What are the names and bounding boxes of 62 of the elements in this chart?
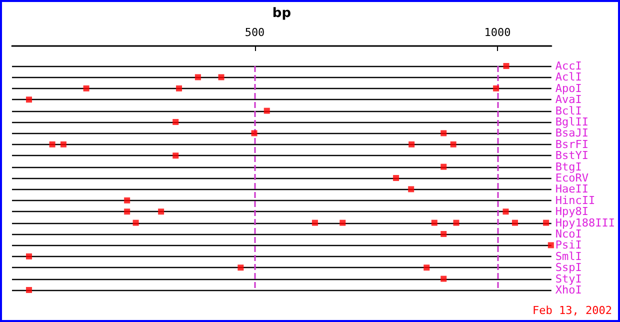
point [453, 220, 460, 226]
x-tick-label: 500 [244, 26, 265, 39]
point [512, 220, 518, 226]
y-tick-label: SspI [555, 261, 582, 274]
y-tick-label: BclI [555, 104, 582, 118]
point [340, 220, 346, 226]
point [450, 141, 456, 148]
x-axis-title: bp [272, 6, 292, 21]
point [218, 74, 224, 80]
point [440, 276, 447, 282]
point [26, 287, 32, 293]
point [124, 197, 130, 204]
y-tick-label: AclI [555, 70, 582, 84]
y-tick-label: ApoI [555, 82, 582, 95]
point [132, 220, 139, 226]
point [408, 186, 414, 192]
point [251, 130, 258, 136]
point [158, 208, 164, 215]
y-tick-label: SmlI [555, 250, 582, 263]
point [49, 141, 56, 148]
y-tick-label: NcoI [555, 228, 582, 240]
point [393, 175, 400, 181]
point [176, 85, 182, 92]
point [26, 96, 32, 103]
point [312, 220, 318, 226]
y-tick-label: BstYI [555, 149, 589, 162]
point [124, 208, 130, 215]
point [83, 85, 90, 92]
point [264, 108, 270, 114]
y-tick-label: BglII [555, 116, 589, 128]
point [440, 231, 447, 237]
point [60, 141, 66, 148]
point [502, 208, 509, 215]
y-tick-label: EcoRV [555, 172, 589, 184]
point [440, 130, 447, 136]
y-tick-label: PsiI [555, 238, 582, 252]
y-tick-label: BtgI [555, 160, 582, 174]
point [424, 264, 430, 271]
point [408, 141, 415, 148]
y-tick-label: StyI [555, 272, 582, 286]
x-tick-label: 1000 [484, 26, 511, 39]
point [548, 242, 554, 248]
y-tick-label: XhoI [555, 284, 582, 296]
y-tick-label: BsaJI [555, 126, 589, 140]
point [493, 85, 500, 92]
y-tick-label: Hpy8I [555, 205, 589, 218]
point [238, 264, 244, 271]
text: Feb 13, 2002 [532, 304, 612, 317]
point [194, 74, 201, 80]
point [172, 119, 179, 125]
point [503, 63, 510, 69]
y-tick-label: BsrFI [555, 138, 589, 151]
y-tick-label: HincII [555, 194, 596, 207]
point [440, 164, 447, 170]
y-tick-label: HaeII [555, 182, 589, 196]
point [431, 220, 438, 226]
y-tick-label: AccI [555, 60, 582, 72]
point [543, 220, 550, 226]
point [172, 152, 179, 159]
y-tick-label: Hpy188III [555, 216, 616, 230]
y-tick-label: AvaI [555, 93, 582, 106]
point [26, 253, 32, 260]
